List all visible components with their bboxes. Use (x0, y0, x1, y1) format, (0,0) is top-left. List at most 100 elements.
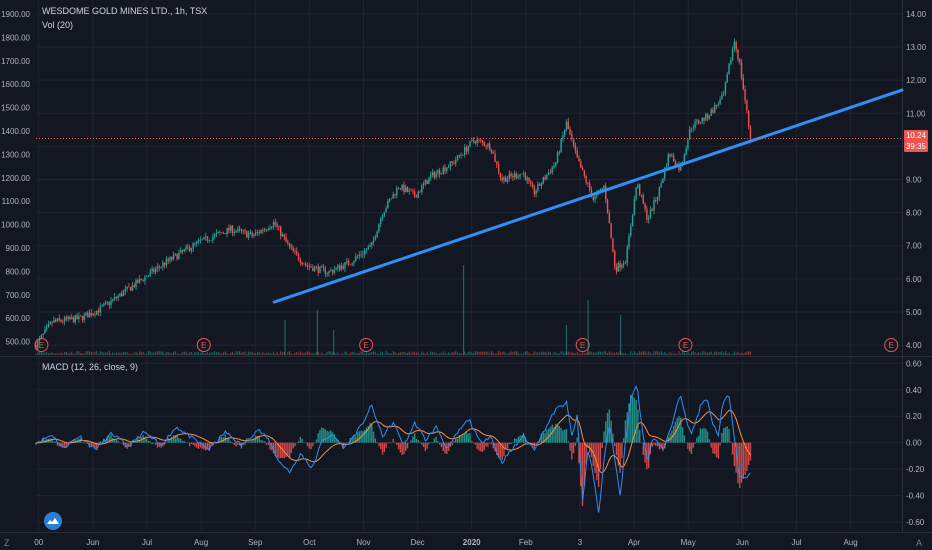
candle-body (374, 237, 377, 240)
volume-bar (683, 352, 685, 355)
macd-hist-bar (279, 442, 282, 459)
candle-body (703, 117, 705, 121)
candle-body (212, 236, 214, 241)
macd-hist-bar (355, 436, 357, 443)
candle-body (315, 266, 318, 268)
macd-hist-bar (256, 436, 259, 443)
macd-hist-bar (615, 442, 618, 456)
candle-body (247, 234, 250, 238)
candle-body (612, 238, 614, 252)
volume-bar (490, 351, 493, 355)
candle-body (138, 278, 141, 284)
candle-body (178, 252, 180, 260)
volume-bar (708, 352, 710, 355)
candle-body (453, 162, 455, 164)
candle-body (480, 139, 482, 141)
volume-bar (447, 352, 450, 355)
macd-hist-bar (197, 442, 200, 449)
auto-scale-icon[interactable]: A (916, 538, 923, 548)
macd-hist-bar (728, 429, 730, 443)
candle-body (328, 270, 330, 274)
candle-body (413, 191, 416, 197)
volume-bar (165, 351, 167, 355)
zoom-icon[interactable]: Z (4, 538, 10, 548)
macd-hist-bar (247, 441, 250, 443)
macd-hist-bar (158, 442, 160, 447)
macd-hist-bar (569, 442, 571, 451)
macd-hist-bar (633, 397, 636, 443)
volume-bar (87, 351, 89, 355)
volume-bar (290, 353, 293, 355)
macd-hist-bar (653, 442, 655, 446)
volume-bar (299, 351, 301, 355)
volume-bar (621, 352, 623, 355)
macd-hist-bar (167, 438, 169, 443)
candle-body (474, 141, 477, 144)
macd-hist-bar (705, 428, 707, 443)
volume-bar (387, 352, 389, 355)
volume-bar (142, 352, 144, 355)
candle-body (671, 155, 673, 157)
left-tick-label: 700.00 (6, 291, 31, 300)
macd-hist-bar (581, 442, 584, 507)
candle-body (263, 229, 266, 231)
volume-bar (431, 352, 434, 355)
macd-hist-bar (331, 432, 334, 443)
volume-bar (689, 353, 691, 355)
volume-bar (476, 351, 478, 355)
macd-hist-bar (296, 442, 298, 444)
macd-hist-bar (229, 441, 232, 443)
volume-bar (156, 351, 159, 355)
volume-bar (458, 353, 460, 355)
candle-body (140, 278, 143, 280)
candle-body (47, 324, 50, 327)
volume-bar (321, 352, 323, 355)
candle-body (60, 319, 62, 322)
candle-body (194, 243, 196, 244)
volume-bar (106, 352, 109, 355)
macd-hist-bar (144, 437, 146, 443)
volume-bar (47, 352, 50, 355)
macd-hist-bar (606, 412, 609, 443)
tradingview-logo-icon[interactable] (44, 512, 62, 530)
candle-body (46, 326, 48, 330)
volume-bar (417, 352, 419, 355)
volume-bar (617, 352, 619, 355)
candle-body (113, 296, 116, 300)
volume-bar (117, 352, 119, 355)
macd-hist-bar (326, 430, 328, 443)
volume-bar (537, 352, 539, 355)
volume-bar (278, 353, 280, 355)
volume-bar (292, 353, 294, 355)
candle-body (240, 229, 243, 232)
volume-bar (214, 351, 216, 355)
right-tick-label: 7.00 (906, 242, 922, 251)
macd-hist-bar (667, 436, 669, 443)
candle-body (51, 322, 53, 323)
volume-bar (558, 353, 560, 355)
volume-bar (49, 353, 51, 355)
candle-body (547, 172, 550, 175)
volume-bar (51, 352, 53, 355)
macd-hist-bar (237, 442, 239, 445)
volume-bar (726, 353, 728, 355)
candle-body (522, 173, 525, 174)
volume-bar (185, 351, 187, 355)
macd-hist-bar (390, 442, 393, 444)
volume-bar (131, 353, 134, 355)
volume-bar (367, 353, 369, 355)
macd-hist-bar (485, 442, 487, 447)
volume-bar (281, 352, 284, 355)
volume-bar (226, 353, 228, 355)
volume-bar (492, 352, 494, 355)
candle-body (99, 306, 102, 313)
macd-hist-bar (342, 442, 344, 447)
macd-hist-bar (403, 442, 405, 455)
macd-hist-bar (81, 442, 84, 444)
macd-hist-bar (319, 429, 321, 443)
candle-body (614, 251, 616, 268)
macd-hist-bar (683, 435, 686, 443)
macd-hist-bar (347, 442, 350, 444)
volume-bar (608, 351, 610, 355)
